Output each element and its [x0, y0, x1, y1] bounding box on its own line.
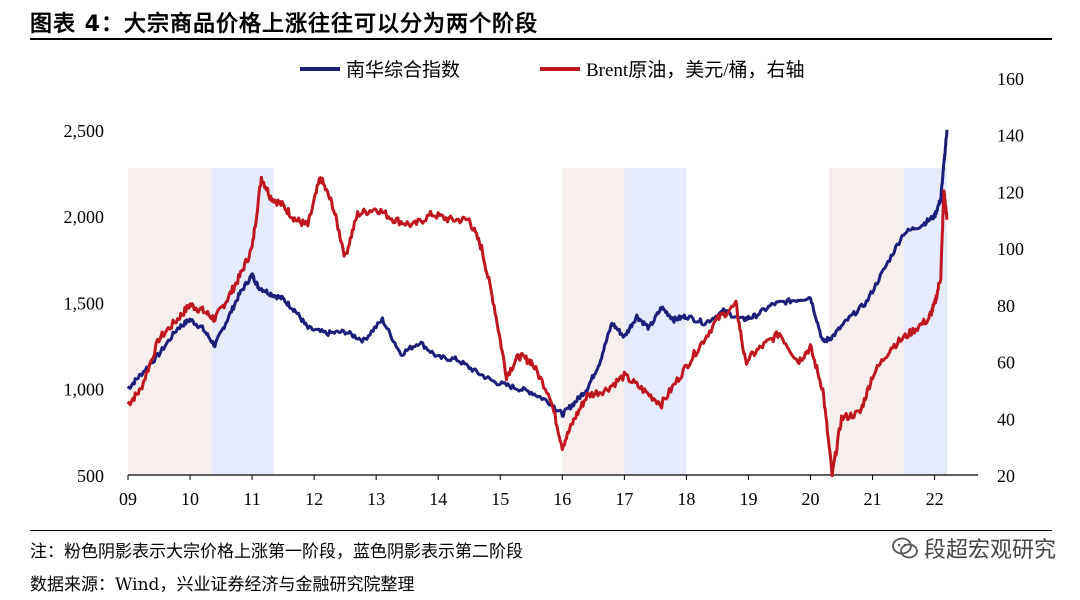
- x-tick-label: 11: [243, 489, 260, 509]
- x-tick-label: 18: [677, 489, 695, 509]
- right-tick-label: 40: [997, 409, 1015, 429]
- phase-shade-first-0: [128, 168, 212, 475]
- right-tick-label: 160: [997, 69, 1024, 89]
- x-tick-label: 21: [864, 489, 882, 509]
- x-tick-label: 20: [801, 489, 819, 509]
- footer-rule: [30, 530, 1052, 531]
- watermark-text: 段超宏观研究: [923, 538, 1056, 563]
- chart-title: 图表 4：大宗商品价格上涨往往可以分为两个阶段: [30, 12, 538, 37]
- phase-shading-layer: [128, 168, 947, 475]
- title-rule: [30, 38, 1052, 40]
- left-tick-label: 2,500: [64, 121, 105, 141]
- x-tick-label: 09: [119, 489, 137, 509]
- x-tick-label: 17: [615, 489, 633, 509]
- left-tick-label: 2,000: [64, 207, 105, 227]
- phase-shade-second-1: [211, 168, 274, 475]
- right-tick-label: 20: [997, 466, 1015, 486]
- legend-label-nanhua: 南华综合指数: [346, 59, 460, 81]
- right-tick-label: 100: [997, 239, 1024, 259]
- left-tick-label: 1,500: [64, 293, 105, 313]
- right-tick-label: 60: [997, 353, 1015, 373]
- series-lines-layer: [126, 129, 949, 478]
- left-tick-label: 1,000: [64, 380, 105, 400]
- x-tick-label: 19: [739, 489, 757, 509]
- right-tick-label: 120: [997, 182, 1024, 202]
- series-line-brent: [126, 175, 949, 478]
- chart-source: 数据来源：Wind，兴业证券经济与金融研究院整理: [30, 575, 415, 595]
- line-chart: 09 10 11 12 13 14 15 16 17 18 19 20 21 22 500 1,000 1,50…: [64, 59, 1025, 509]
- wechat-icon: [892, 537, 918, 559]
- axes-layer: 09 10 11 12 13 14 15 16 17 18 19 20 21 22 500 1,000 1,50…: [64, 69, 1025, 509]
- chart-note: 注：粉色阴影表示大宗价格上涨第一阶段，蓝色阴影表示第二阶段: [30, 542, 523, 562]
- x-tick-label: 22: [926, 489, 944, 509]
- phase-shade-first-2: [562, 168, 625, 475]
- x-tick-label: 10: [181, 489, 199, 509]
- legend: 南华综合指数 Brent原油，美元/桶，右轴: [300, 59, 805, 81]
- right-tick-label: 140: [997, 126, 1024, 146]
- x-tick-label: 14: [429, 489, 447, 509]
- x-tick-label: 12: [305, 489, 323, 509]
- left-tick-label: 500: [77, 466, 104, 486]
- series-line-nanhua: [126, 129, 949, 418]
- legend-label-brent: Brent原油，美元/桶，右轴: [586, 59, 805, 81]
- x-tick-label: 15: [491, 489, 509, 509]
- x-tick-label: 13: [367, 489, 385, 509]
- watermark: 段超宏观研究: [892, 532, 1056, 564]
- right-tick-label: 80: [997, 296, 1015, 316]
- x-tick-label: 16: [553, 489, 571, 509]
